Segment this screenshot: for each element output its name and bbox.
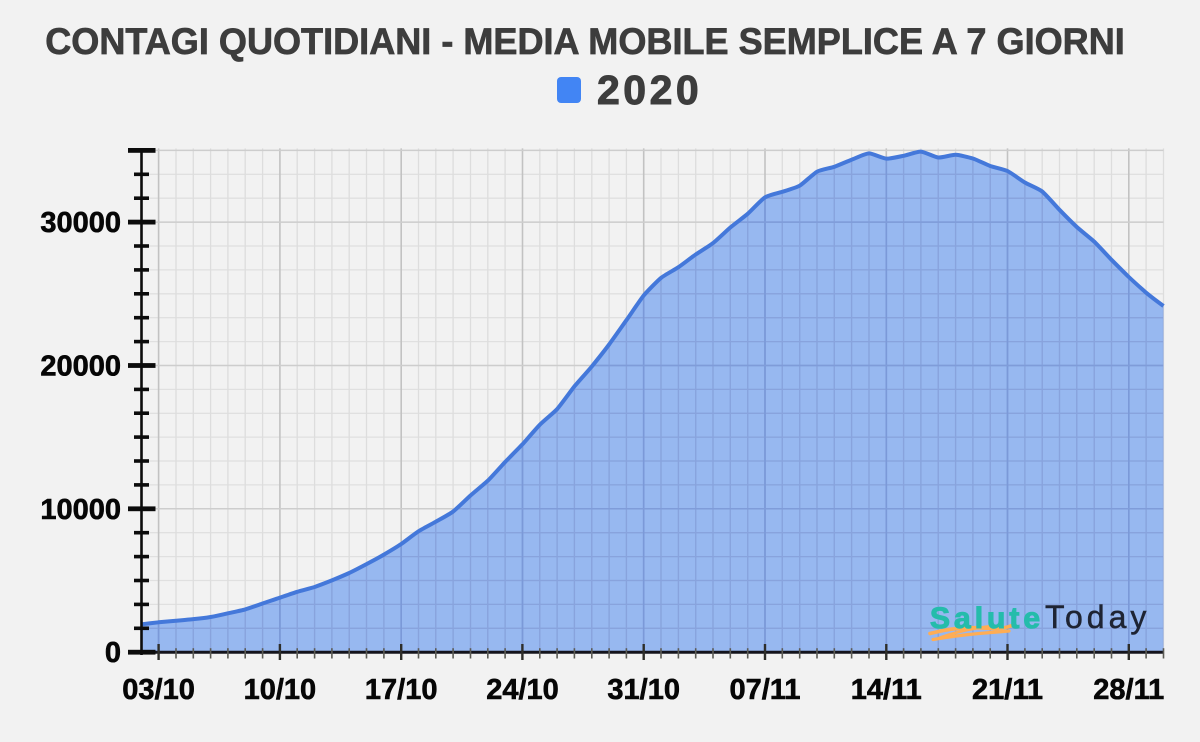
svg-text:10/10: 10/10 <box>244 674 317 706</box>
svg-text:20000: 20000 <box>40 351 121 383</box>
svg-text:28/11: 28/11 <box>1093 674 1164 706</box>
svg-text:10000: 10000 <box>40 494 121 526</box>
svg-text:30000: 30000 <box>40 207 121 239</box>
svg-text:07/11: 07/11 <box>730 674 801 706</box>
svg-text:Salute: Salute <box>930 602 1044 635</box>
svg-text:24/10: 24/10 <box>486 674 559 706</box>
svg-text:03/10: 03/10 <box>122 674 195 706</box>
svg-text:0: 0 <box>105 637 121 669</box>
svg-text:31/10: 31/10 <box>607 674 680 706</box>
svg-text:21/11: 21/11 <box>972 674 1043 706</box>
svg-text:14/11: 14/11 <box>851 674 922 706</box>
svg-text:Today: Today <box>1045 599 1150 635</box>
svg-text:17/10: 17/10 <box>365 674 438 706</box>
